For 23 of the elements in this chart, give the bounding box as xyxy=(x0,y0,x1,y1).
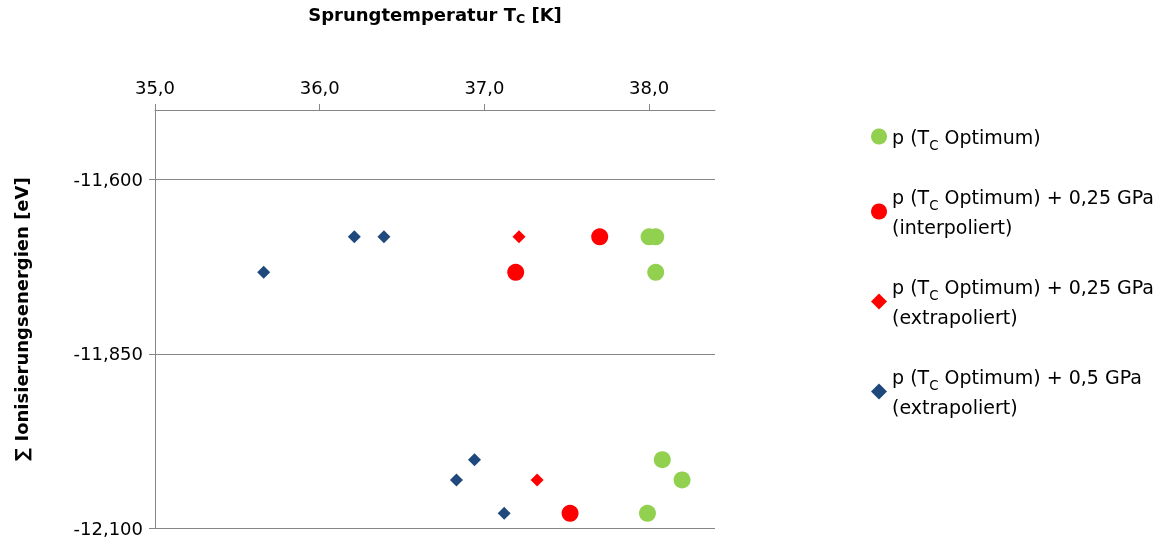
point xyxy=(561,504,579,522)
x-tick-label: 38,0 xyxy=(629,76,670,98)
point xyxy=(449,473,463,487)
y-tick-label: -12,100 xyxy=(73,517,143,539)
x-tick-label: 36,0 xyxy=(299,76,340,98)
y-tick-label: -11,850 xyxy=(73,343,143,365)
point xyxy=(377,230,391,244)
y-tick-label: -11,600 xyxy=(73,169,143,191)
point xyxy=(257,265,271,279)
point xyxy=(507,263,525,281)
point xyxy=(468,453,482,467)
point xyxy=(591,228,609,246)
x-tick-label: 35,0 xyxy=(134,76,176,98)
point xyxy=(647,263,665,281)
x-tick-label: 37,0 xyxy=(464,76,505,98)
point xyxy=(497,506,511,520)
point xyxy=(673,471,691,489)
point xyxy=(653,451,671,469)
point xyxy=(512,230,526,244)
y-axis-title: ∑ Ionisierungsenergien [eV] xyxy=(10,177,32,461)
point xyxy=(530,473,544,487)
point xyxy=(638,504,656,522)
point xyxy=(347,230,361,244)
